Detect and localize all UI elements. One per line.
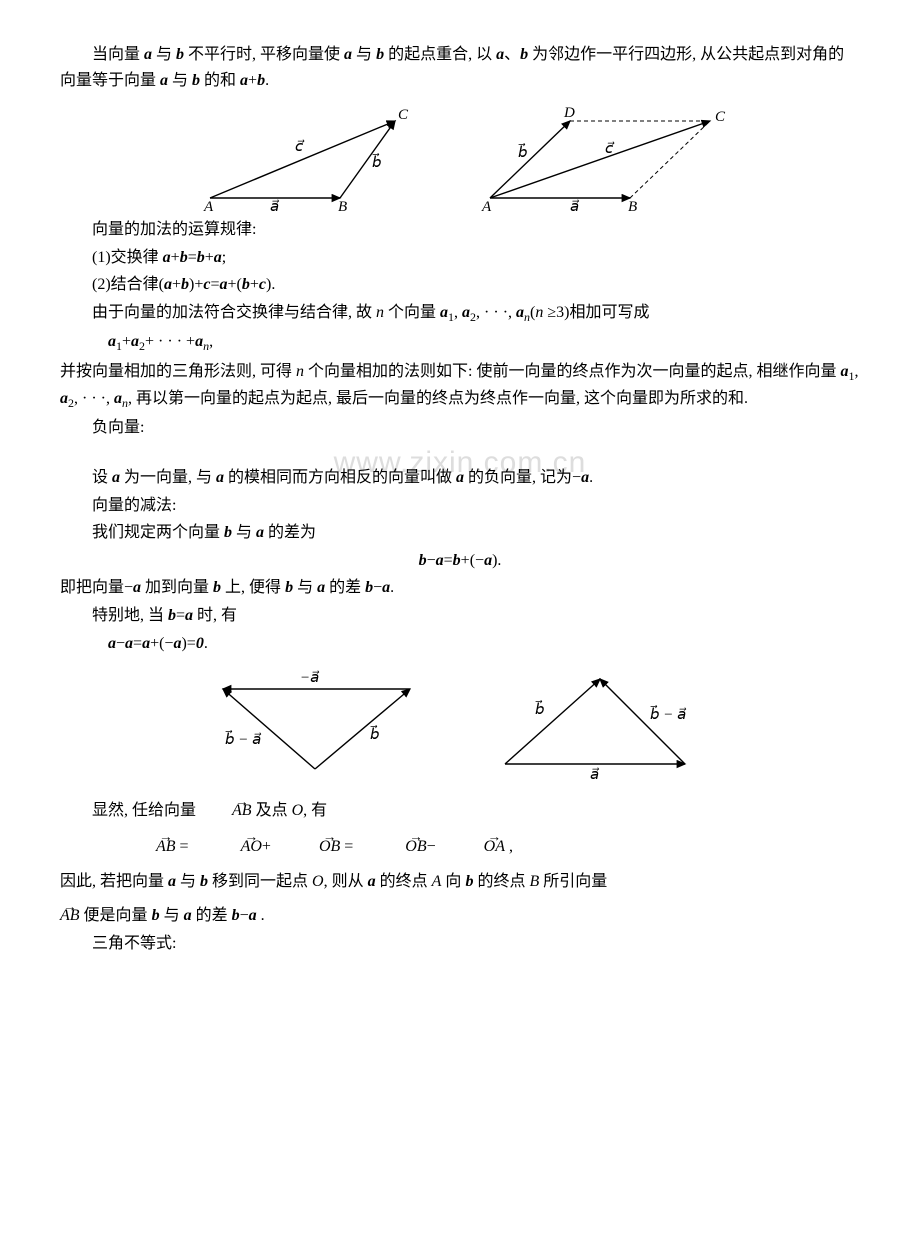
equation-diff-def: b−a=b+(−a). [60,548,860,574]
svg-text:D: D [563,105,575,121]
neg-line: 设 a 为一向量, 与 a 的模相同而方向相反的向量叫做 a 的负向量, 记为−… [60,465,860,491]
rule-2: (2)结合律(a+b)+c=a+(b+c). [60,272,860,298]
svg-text:c⃗: c⃗ [295,139,305,155]
paragraph-polygon-rule: 并按向量相加的三角形法则, 可得 n 个向量相加的法则如下: 使前一向量的终点作… [60,359,860,414]
subtraction-diagram-1: b⃗ −a⃗ b⃗ − a⃗ [205,664,425,784]
paragraph-therefore: 因此, 若把向量 a 与 b 移到同一起点 O, 则从 a 的终点 A 向 b … [60,869,860,895]
sub-heading: 向量的减法: [60,493,860,519]
svg-text:B: B [628,199,637,213]
svg-text:b⃗: b⃗ [535,699,545,718]
paragraph-n-sum: 由于向量的加法符合交换律与结合律, 故 n 个向量 a1, a2, · · ·,… [60,300,860,327]
svg-text:b⃗: b⃗ [518,142,528,161]
svg-text:a⃗: a⃗ [590,767,599,783]
paragraph-AB-diff: →AB 便是向量 b 与 a 的差 b−a . [60,903,860,929]
svg-text:a⃗: a⃗ [570,199,579,213]
svg-text:A: A [481,199,492,213]
subtraction-diagram-2: a⃗ b⃗ b⃗ − a⃗ [485,664,715,784]
svg-text:b⃗ − a⃗: b⃗ − a⃗ [650,704,687,723]
neg-heading: 负向量: [60,415,860,441]
svg-text:a⃗: a⃗ [270,199,279,213]
rules-heading: 向量的加法的运算规律: [60,217,860,243]
figure-row-1: A B C a⃗ b⃗ c⃗ A B C D a⃗ b⃗ c⃗ [60,103,860,213]
triangle-inequality-heading: 三角不等式: [60,931,860,957]
svg-text:A: A [203,199,214,213]
svg-text:b⃗ − a⃗: b⃗ − a⃗ [225,729,262,748]
sub-line: 我们规定两个向量 b 与 a 的差为 [60,520,860,546]
paragraph-given-AB: 显然, 任给向量 →AB 及点 O, 有 [60,798,860,824]
svg-text:b⃗: b⃗ [372,152,382,171]
svg-text:C: C [398,107,409,123]
paragraph-parallelogram: 当向量 a 与 b 不平行时, 平移向量使 a 与 b 的起点重合, 以 a、b… [60,42,860,93]
figure-row-2: b⃗ −a⃗ b⃗ − a⃗ a⃗ b⃗ b⃗ − a⃗ [60,664,860,784]
equation-AB-decompose: →AB = →AO+→OB = →OB−→OA , [60,834,860,860]
parallelogram-diagram: A B C D a⃗ b⃗ c⃗ [470,103,730,213]
sum-expression: a1+a2+ · · · +an, [60,329,860,356]
special-case-heading: 特别地, 当 b=a 时, 有 [60,603,860,629]
svg-text:C: C [715,109,726,125]
svg-text:B: B [338,199,347,213]
paragraph-diff: 即把向量−a 加到向量 b 上, 便得 b 与 a 的差 b−a. [60,575,860,601]
triangle-diagram: A B C a⃗ b⃗ c⃗ [190,103,410,213]
svg-text:−a⃗: −a⃗ [300,670,320,686]
equation-zero: a−a=a+(−a)=0. [60,631,860,657]
rule-1: (1)交换律 a+b=b+a; [60,245,860,271]
svg-text:b⃗: b⃗ [370,724,380,743]
